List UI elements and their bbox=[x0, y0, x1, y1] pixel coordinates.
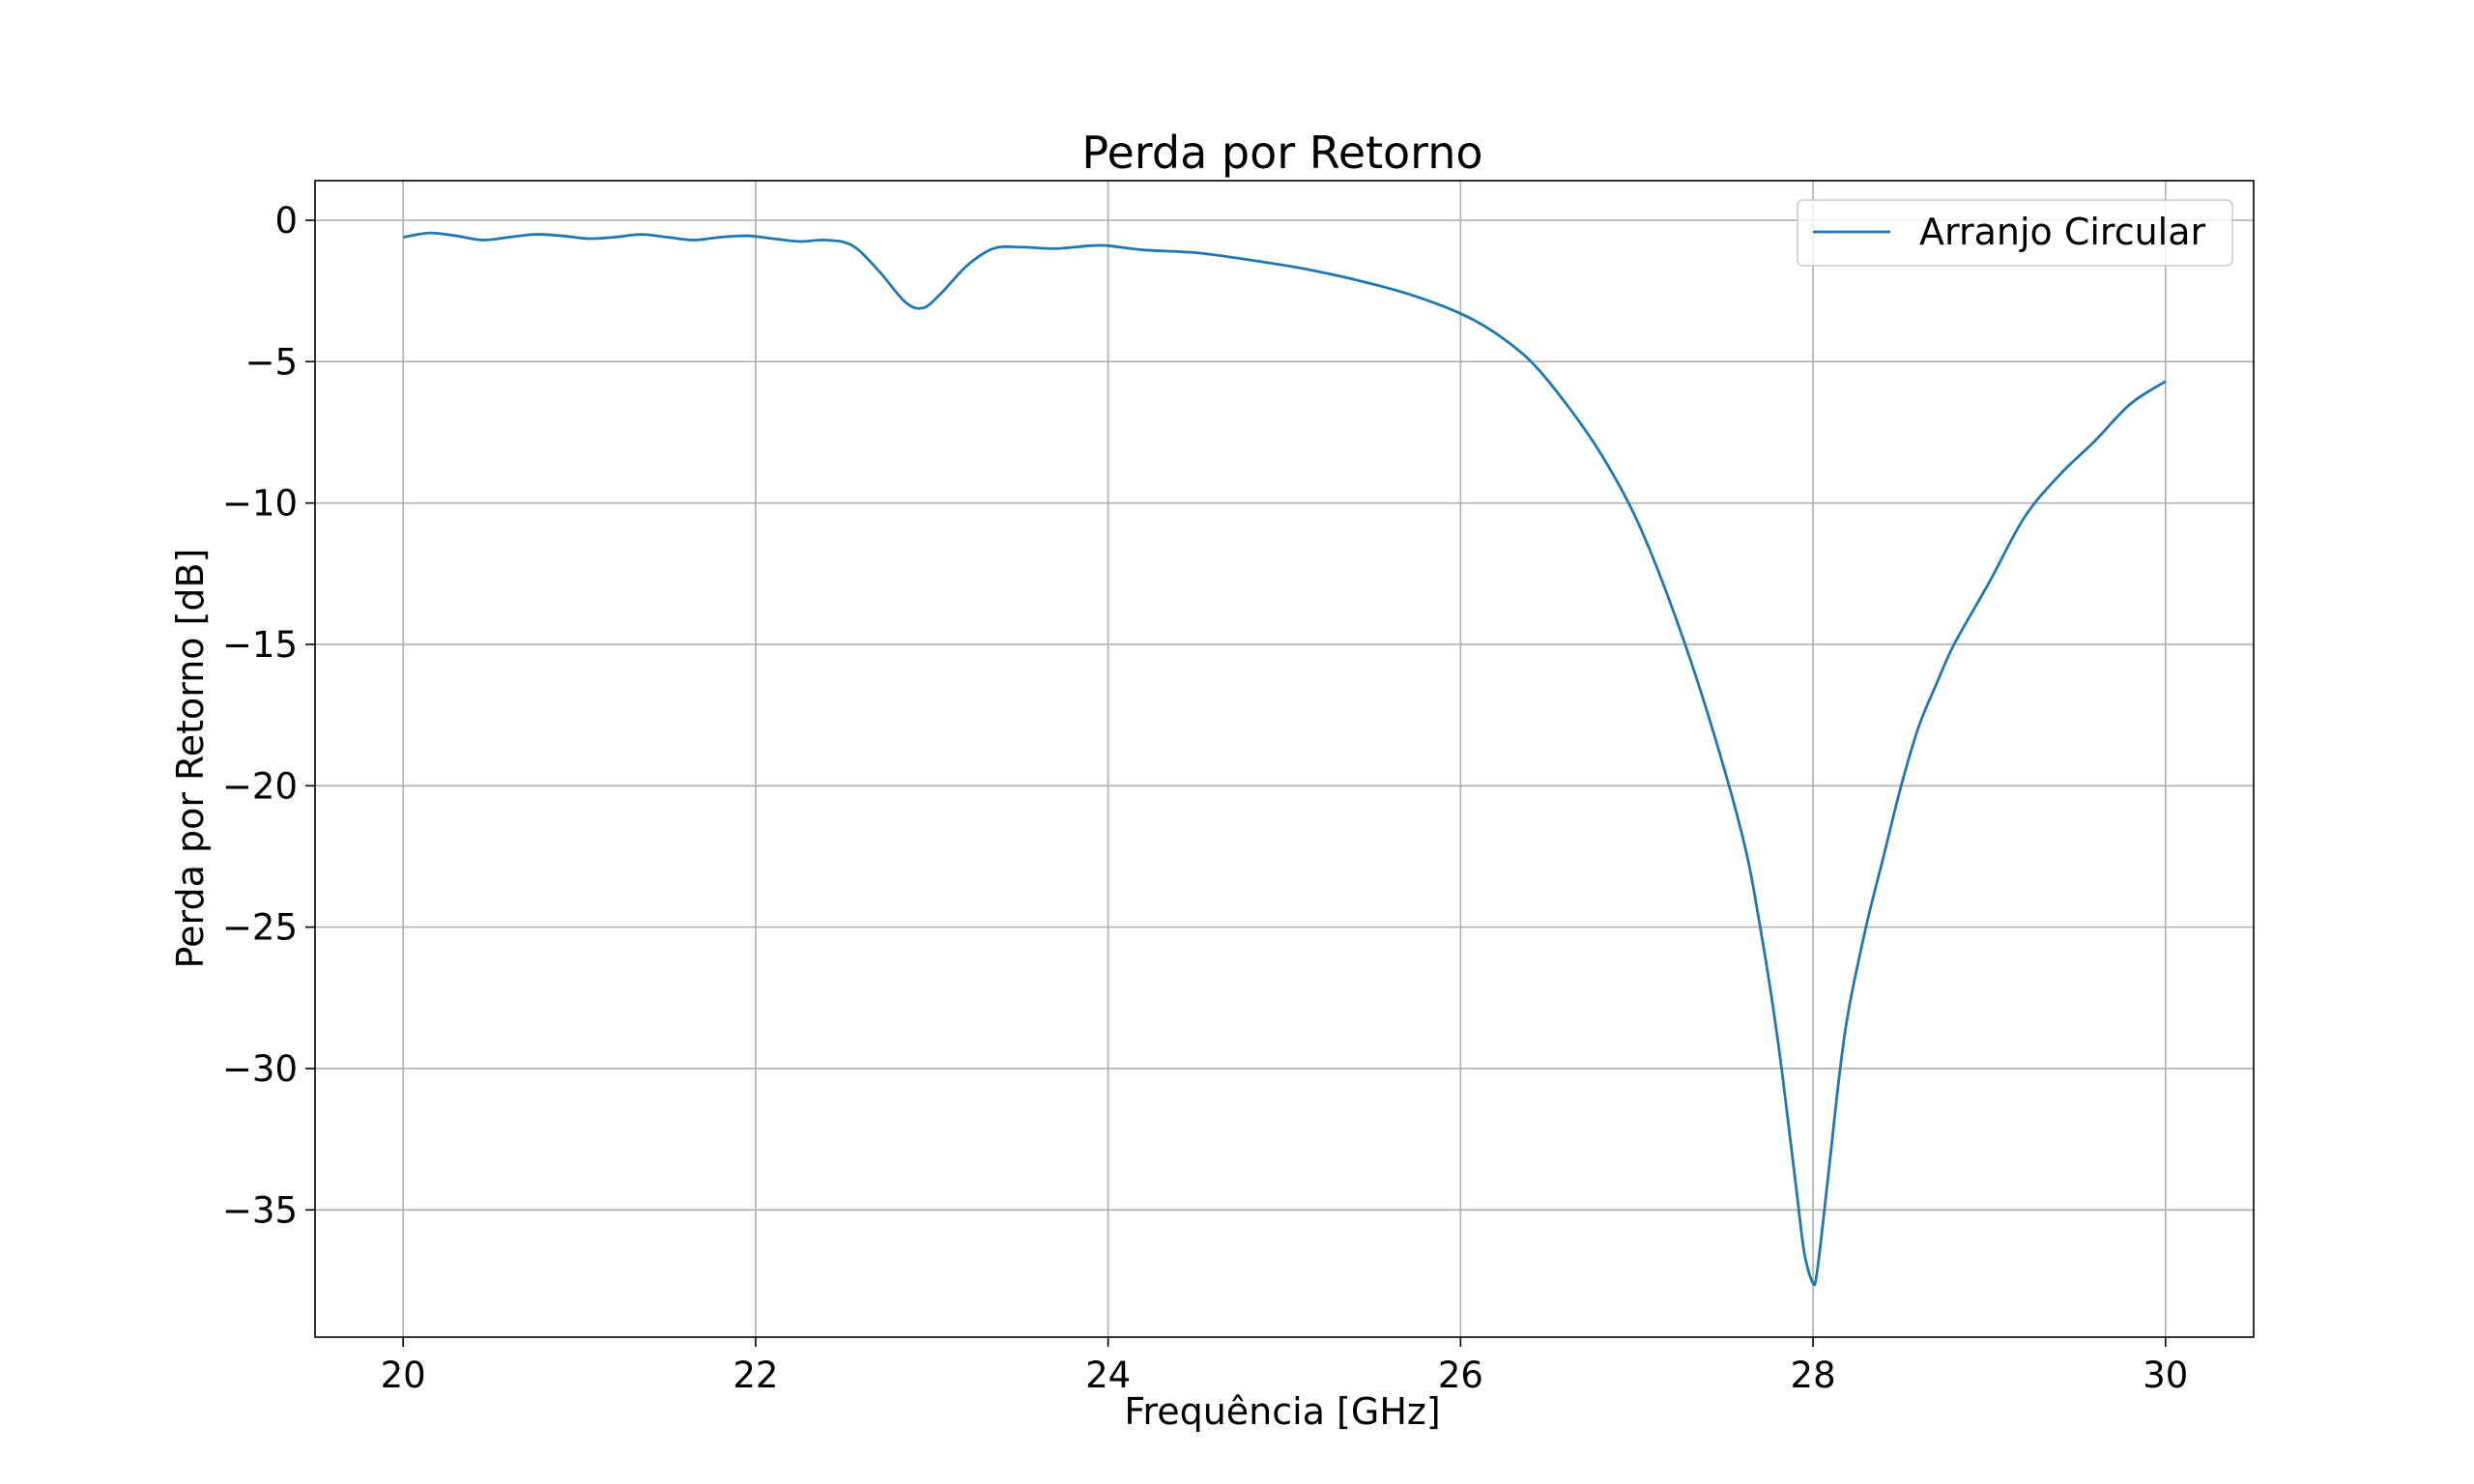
y-tick-label: −35 bbox=[222, 1189, 298, 1231]
legend-box bbox=[1797, 199, 2233, 267]
y-tick-label: −5 bbox=[245, 341, 298, 383]
series-layer bbox=[402, 231, 2167, 1287]
tick-layer: 20 22 24 26 28 30 0 −5 −10 −15 −20 −25 −30 −35 bbox=[222, 200, 2188, 1396]
x-tick-label: 30 bbox=[2143, 1355, 2188, 1396]
chart-title: Perda por Retorno bbox=[1081, 127, 1482, 179]
x-tick-label: 28 bbox=[1791, 1355, 1836, 1396]
x-tick-label: 26 bbox=[1438, 1355, 1483, 1396]
y-tick-label: −30 bbox=[222, 1048, 298, 1090]
y-tick-label: −25 bbox=[222, 907, 298, 949]
grid-layer bbox=[315, 181, 2254, 1337]
plot-frame bbox=[314, 180, 2255, 1338]
x-tick-label: 22 bbox=[733, 1355, 778, 1396]
x-tick-label: 20 bbox=[381, 1355, 426, 1396]
legend: Arranjo Circular bbox=[1797, 199, 2233, 267]
y-axis-label: Perda por Retorno [dB] bbox=[169, 549, 212, 969]
x-tick-label: 24 bbox=[1085, 1355, 1131, 1396]
y-tick-label: −10 bbox=[222, 483, 298, 525]
x-axis-label: Frequência [GHz] bbox=[1124, 1390, 1440, 1433]
legend-label: Arranjo Circular bbox=[1919, 211, 2206, 253]
y-tick-label: −20 bbox=[222, 765, 298, 807]
y-tick-label: −15 bbox=[222, 624, 298, 666]
y-tick-label: 0 bbox=[274, 200, 298, 242]
series-line-arranjo-circular bbox=[402, 231, 2167, 1287]
